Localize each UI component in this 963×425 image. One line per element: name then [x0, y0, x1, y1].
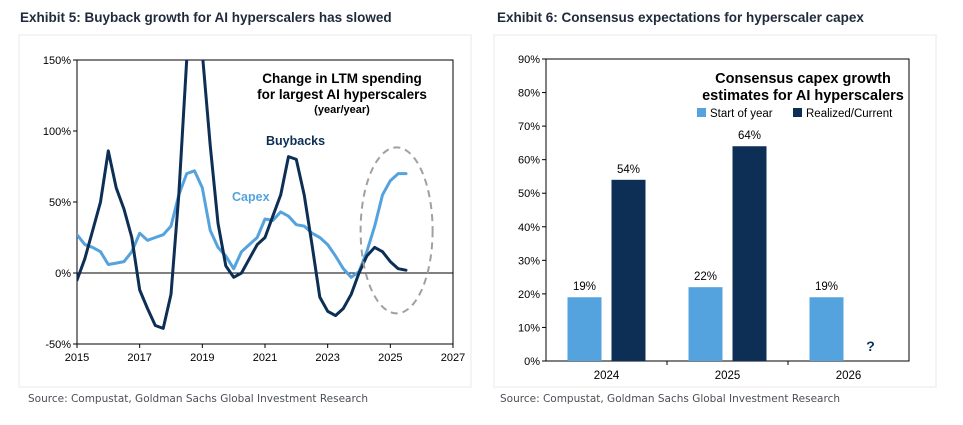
x-tick-label: 2025 — [378, 352, 402, 364]
bar-value-label: 54% — [617, 164, 640, 176]
exhibit-6-source: Source: Compustat, Goldman Sachs Global … — [500, 393, 840, 405]
bar-value-label: 64% — [738, 130, 761, 142]
buyback-chart-panel: 150% 100% 50% 0% -50% 2015 2017 2019 2021 2023 202… — [20, 36, 470, 386]
legend-swatch-start-of-year — [697, 108, 706, 117]
start-of-year-bar — [567, 297, 602, 361]
bar-value-label: 19% — [573, 281, 596, 293]
realized-current-bar — [611, 179, 646, 361]
chart-title-line-1: Consensus capex growth — [715, 71, 891, 87]
y-tick-label: 150% — [43, 55, 71, 67]
chart-title-line-1: Change in LTM spending — [262, 71, 422, 86]
legend-label-start-of-year: Start of year — [710, 108, 773, 120]
exhibit-6-title: Exhibit 6: Consensus expectations for hy… — [497, 10, 864, 25]
realized-current-bar — [732, 146, 767, 361]
buyback-capex-line-chart: 150% 100% 50% 0% -50%2015 2017 2019 2021 2023 202… — [43, 55, 465, 364]
y-tick-label: 0% — [55, 268, 71, 280]
bar-value-label: 22% — [694, 271, 717, 283]
start-of-year-bar — [809, 297, 844, 361]
y-tick-label: 80% — [518, 88, 540, 100]
y-tick-label: 90% — [518, 54, 540, 66]
capex-series-label: Capex — [232, 190, 270, 204]
highlight-ellipse — [359, 146, 434, 315]
x-tick-label: 2017 — [127, 352, 151, 364]
legend-label-realized-current: Realized/Current — [806, 108, 893, 120]
unknown-value-label: ? — [866, 338, 875, 354]
y-tick-label: 50% — [518, 188, 540, 200]
y-tick-label: 20% — [518, 289, 540, 301]
y-tick-label: 30% — [518, 255, 540, 267]
y-tick-label: -50% — [45, 339, 71, 351]
x-tick-label: 2015 — [65, 352, 89, 364]
y-tick-label: 40% — [518, 222, 540, 234]
exhibit-5-source: Source: Compustat, Goldman Sachs Global … — [28, 393, 368, 405]
capex-line — [77, 169, 408, 279]
x-tick-label: 2021 — [253, 352, 277, 364]
start-of-year-bar — [688, 287, 723, 361]
y-tick-label: 100% — [43, 126, 71, 138]
x-tick-label: 2019 — [190, 352, 214, 364]
x-tick-label: 2027 — [441, 352, 465, 364]
chart-title-line-2: estimates for AI hyperscalers — [702, 88, 904, 104]
x-category-label: 2026 — [836, 370, 862, 382]
plot-frame — [545, 58, 910, 362]
capex-chart-panel: 90% 80% 70% 60% 50% 40% 30% 20% 10% 0% 2024 19% 54% 2… — [495, 36, 935, 386]
series-group — [77, 60, 408, 330]
capex-consensus-bar-chart: 90% 80% 70% 60% 50% 40% 30% 20% 10% 0% 2024 19% 54% 2… — [518, 54, 910, 382]
y-tick-label: 70% — [518, 121, 540, 133]
x-category-label: 2025 — [715, 370, 741, 382]
y-tick-label: 10% — [518, 322, 540, 334]
buybacks-series-label: Buybacks — [266, 134, 325, 148]
exhibit-5-title: Exhibit 5: Buyback growth for AI hypersc… — [20, 10, 392, 25]
y-tick-label: 50% — [49, 197, 71, 209]
y-tick-label: 60% — [518, 155, 540, 167]
x-tick-label: 2023 — [315, 352, 339, 364]
chart-title-line-2: for largest AI hyperscalers — [257, 87, 427, 102]
buybacks-line — [77, 60, 408, 330]
x-category-label: 2024 — [594, 370, 620, 382]
bar-value-label: 19% — [815, 281, 838, 293]
legend-swatch-realized-current — [793, 108, 802, 117]
chart-subtitle: (year/year) — [314, 104, 370, 116]
y-tick-label: 0% — [524, 356, 540, 368]
